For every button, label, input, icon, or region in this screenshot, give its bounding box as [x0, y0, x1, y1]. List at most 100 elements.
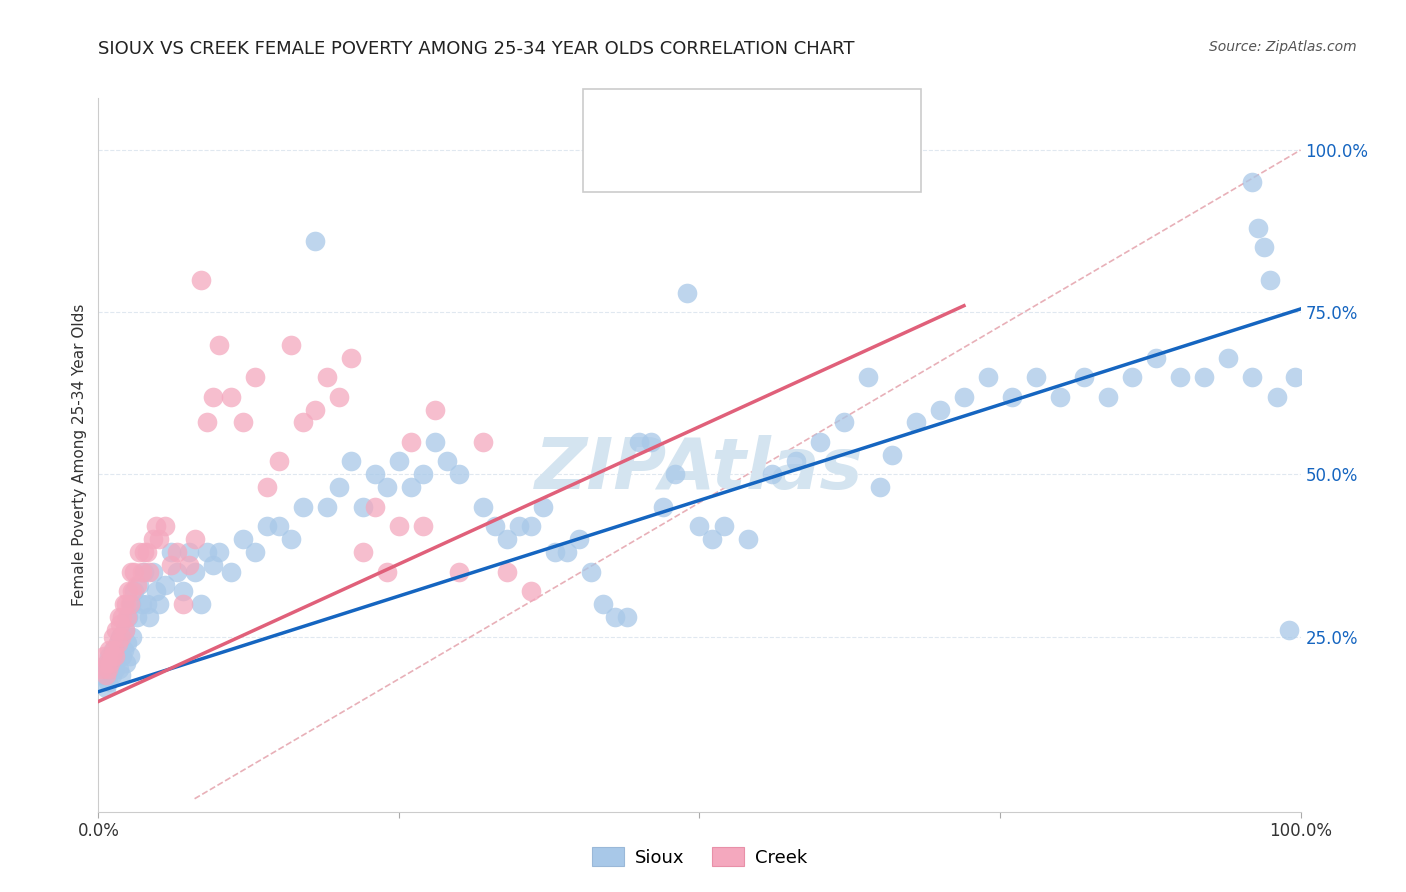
Text: SIOUX VS CREEK FEMALE POVERTY AMONG 25-34 YEAR OLDS CORRELATION CHART: SIOUX VS CREEK FEMALE POVERTY AMONG 25-3…: [98, 40, 855, 58]
Point: [581, 565, 603, 579]
Point: [1121, 370, 1143, 384]
Point: [141, 533, 163, 547]
Point: [93, 662, 115, 676]
Point: [484, 519, 506, 533]
Point: [172, 597, 194, 611]
Point: [1241, 176, 1264, 190]
Point: [135, 597, 157, 611]
Point: [977, 370, 1000, 384]
Point: [232, 416, 254, 430]
Point: [315, 370, 337, 384]
Point: [808, 434, 831, 449]
Point: [96, 656, 118, 670]
Point: [496, 533, 519, 547]
Point: [364, 467, 387, 482]
Point: [132, 565, 155, 579]
Point: [280, 337, 302, 351]
Point: [352, 545, 374, 559]
Point: [108, 616, 131, 631]
Text: 0.587: 0.587: [716, 157, 770, 175]
Point: [1001, 390, 1024, 404]
Point: [105, 623, 128, 637]
Point: [131, 565, 153, 579]
Point: [148, 533, 170, 547]
Point: [904, 416, 927, 430]
Point: [761, 467, 783, 482]
Point: [364, 500, 387, 514]
Point: [138, 565, 160, 579]
Point: [145, 519, 167, 533]
Point: [291, 416, 314, 430]
Point: [423, 434, 446, 449]
Point: [472, 434, 495, 449]
Point: [141, 565, 163, 579]
Point: [856, 370, 879, 384]
Point: [112, 597, 135, 611]
Point: [713, 519, 735, 533]
Point: [628, 434, 651, 449]
Point: [436, 454, 458, 468]
Point: [315, 500, 337, 514]
Point: [110, 668, 132, 682]
FancyBboxPatch shape: [583, 89, 921, 192]
Point: [190, 597, 212, 611]
Point: [100, 668, 122, 682]
Point: [195, 545, 218, 559]
Point: [120, 565, 142, 579]
Point: [159, 558, 181, 573]
Point: [1218, 351, 1240, 365]
Point: [291, 500, 314, 514]
Point: [280, 533, 302, 547]
Point: [412, 519, 434, 533]
Point: [177, 558, 200, 573]
Point: [125, 577, 148, 591]
Text: 0.574: 0.574: [716, 109, 770, 127]
Point: [166, 545, 188, 559]
Point: [953, 390, 976, 404]
Point: [128, 545, 150, 559]
Point: [555, 545, 578, 559]
Point: [115, 597, 138, 611]
Point: [640, 434, 662, 449]
Point: [91, 668, 114, 682]
Point: [1144, 351, 1167, 365]
Y-axis label: Female Poverty Among 25-34 Year Olds: Female Poverty Among 25-34 Year Olds: [72, 304, 87, 606]
Point: [447, 565, 470, 579]
Point: [94, 668, 117, 682]
Point: [190, 273, 212, 287]
Point: [388, 519, 411, 533]
Point: [100, 648, 122, 663]
Point: [107, 636, 129, 650]
Point: [110, 630, 132, 644]
Point: [1049, 390, 1071, 404]
Point: [340, 454, 363, 468]
Point: [219, 390, 242, 404]
Point: [128, 577, 150, 591]
Point: [135, 545, 157, 559]
Point: [117, 636, 139, 650]
Point: [159, 545, 181, 559]
Point: [423, 402, 446, 417]
Point: [125, 610, 148, 624]
Text: 116: 116: [853, 109, 890, 127]
Point: [1265, 390, 1288, 404]
Point: [100, 656, 122, 670]
Point: [108, 662, 131, 676]
Point: [117, 584, 139, 599]
Point: [688, 519, 710, 533]
Point: [117, 610, 139, 624]
FancyBboxPatch shape: [598, 148, 644, 184]
Point: [664, 467, 686, 482]
Point: [98, 648, 121, 663]
Point: [153, 519, 176, 533]
FancyBboxPatch shape: [598, 99, 644, 136]
Point: [1253, 240, 1275, 254]
Point: [1277, 623, 1299, 637]
Text: R =: R =: [658, 157, 696, 175]
Point: [1170, 370, 1192, 384]
Point: [121, 584, 143, 599]
Point: [108, 630, 131, 644]
Point: [544, 545, 567, 559]
Point: [520, 519, 543, 533]
Point: [520, 584, 543, 599]
